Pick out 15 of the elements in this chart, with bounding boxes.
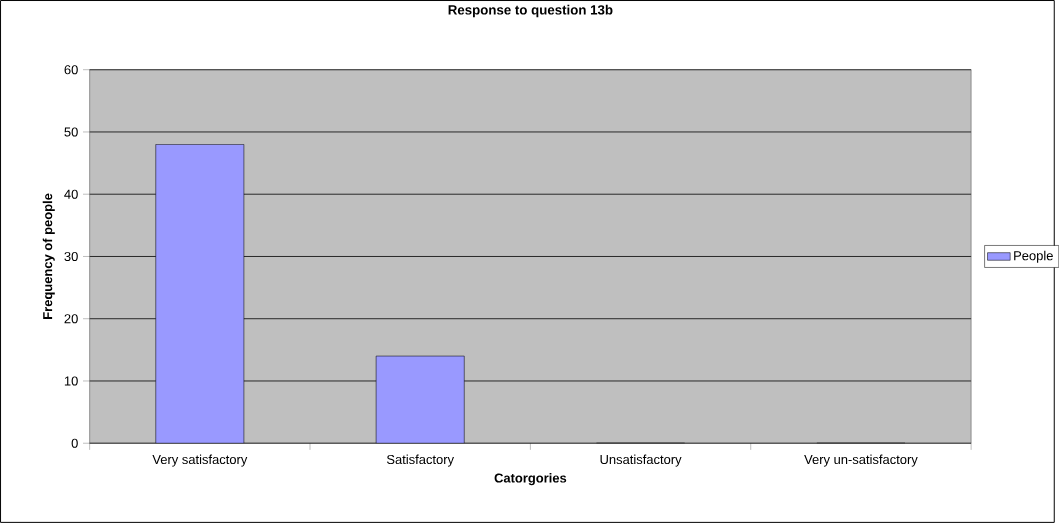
y-tick-label: 10 [64,376,78,386]
y-tick-label: 0 [71,438,78,448]
y-tick-label: 60 [64,65,78,75]
x-axis-title: Catorgories [494,473,567,486]
x-tick-label: Very satisfactory [152,454,248,467]
y-tick-label: 30 [64,251,78,262]
x-tick-label: Very un-satisfactory [804,454,918,467]
y-tick-label: 20 [64,314,78,324]
x-tick-label: Satisfactory [386,454,454,467]
y-axis-title: Frequency of people [42,193,55,319]
chart-title: Response to question 13b [448,4,613,18]
y-tick-label: 50 [64,127,78,137]
legend-label: People [1014,250,1053,263]
x-tick-label: Unsatisfactory [600,454,682,467]
y-tick-label: 40 [64,189,78,199]
